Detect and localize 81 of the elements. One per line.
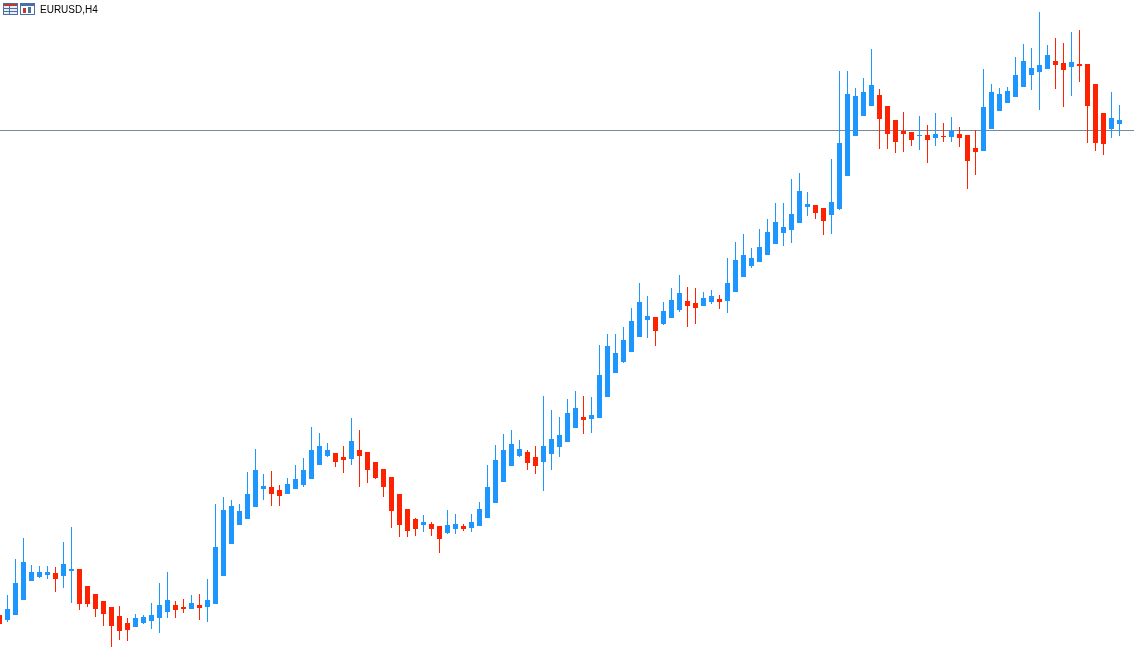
candlestick [1061,42,1066,108]
candlestick [277,484,282,507]
candlestick [1117,104,1122,137]
candlestick [869,48,874,107]
candlestick [69,526,74,604]
candlestick [205,578,210,623]
candlestick [581,395,586,435]
candlestick [341,445,346,474]
candlestick [365,451,370,484]
candlestick [525,449,530,471]
candlestick [197,593,202,621]
candlestick [725,257,730,314]
candlestick [237,503,242,526]
candlestick [613,333,618,374]
candlestick [1069,31,1074,97]
candlestick [973,129,978,176]
candlestick [749,247,754,269]
candlestick [165,571,170,619]
candlestick [509,429,514,467]
candlestick [773,202,778,245]
candlestick [293,464,298,490]
candlestick [693,287,698,325]
candlestick [1045,44,1050,70]
candlestick [573,390,578,429]
candlestick [1037,11,1042,111]
candlestick [901,111,906,153]
candlestick [301,457,306,488]
candlestick [101,600,106,627]
candlestick [741,233,746,278]
candlestick [477,501,482,527]
candlestick [357,429,362,488]
candlestick [645,295,650,339]
candlestick [93,593,98,618]
candlestick [653,316,658,347]
candlestick [1077,29,1082,83]
candlestick [949,116,954,143]
candlestick [757,228,762,263]
candlestick [677,274,682,313]
candlestick [261,473,266,501]
candlestick [381,468,386,498]
candlestick [781,202,786,247]
candlestick [5,594,10,623]
candlestick [349,417,354,466]
candlestick [549,409,554,471]
candlestick [117,605,122,641]
candlestick [125,617,130,642]
candlestick [557,416,562,458]
candlestick [669,287,674,319]
candlestick [541,395,546,492]
chart-title: EURUSD,H4 [40,4,99,15]
candlestick [925,124,930,164]
candlestick [533,445,538,475]
candlestick [1053,37,1058,90]
candlestick [917,115,922,151]
candlestick [805,191,810,217]
candlestick [1013,56,1018,98]
candlestick [269,470,274,507]
candlestick [413,517,418,537]
candlestick [1029,47,1034,91]
candlestick [437,525,442,554]
candlestick [157,582,162,634]
candlestick [453,513,458,535]
candlestick [829,158,834,235]
candlestick [1109,91,1114,139]
candlestick [53,566,58,593]
candlestick [61,541,66,589]
candlestick [765,218,770,256]
candlestick [933,112,938,147]
candlestick [317,432,322,466]
candlestick [445,509,450,535]
candlestick [789,178,794,244]
candlestick [685,286,690,328]
candlestick [893,119,898,154]
candlestick [109,606,114,648]
candlestick [405,508,410,538]
candlestick [661,301,666,326]
candlestick [957,126,962,148]
candlestick [821,207,826,236]
candlestick [621,326,626,364]
candlestick [149,602,154,630]
candlestick [589,396,594,434]
